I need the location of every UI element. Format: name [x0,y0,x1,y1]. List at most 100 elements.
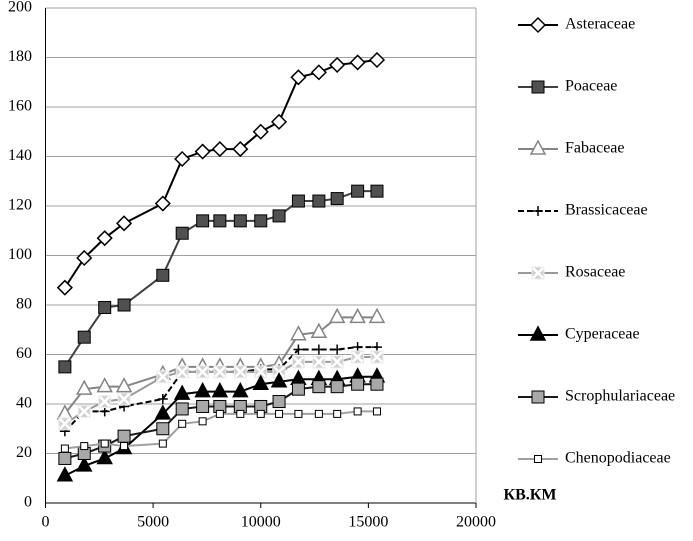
marker-cross [351,351,364,363]
marker [372,407,381,416]
marker-cross [78,405,91,418]
marker [312,380,326,394]
marker [178,419,187,428]
marker [313,344,324,355]
y-tick-label: 40 [16,395,32,412]
marker-cross [98,395,111,408]
marker [75,379,93,395]
legend-label: Cyperaceae [565,326,640,343]
marker [194,143,211,160]
marker [174,150,191,168]
marker [332,344,343,355]
marker [96,230,113,247]
marker [370,377,384,391]
marker [310,64,327,81]
legend-label: Poaceae [565,78,617,95]
marker [60,444,69,453]
marker [56,466,74,482]
series-line [64,316,377,415]
x-tick-label: 15000 [348,514,388,531]
marker [156,422,170,436]
marker [252,123,269,140]
marker [534,455,542,463]
marker [531,80,545,94]
marker [349,307,366,324]
x-axis-label: КВ.КМ [504,487,557,504]
marker [275,409,284,418]
marker [211,141,228,158]
y-tick-label: 0 [24,494,32,511]
y-tick-label: 140 [8,147,32,164]
marker [290,369,307,385]
marker [371,342,382,353]
marker [158,439,167,448]
marker-cross [213,365,226,378]
series-line [64,383,377,460]
legend-label: Scrophulariaceae [565,388,675,405]
marker-cross [176,365,189,378]
marker [529,139,547,155]
marker-cross [292,356,305,368]
marker [351,184,365,198]
x-tick-label: 5000 [137,514,169,531]
marker-cross [371,351,383,363]
marker [531,390,545,404]
marker [310,322,328,338]
marker [232,141,249,158]
marker [294,409,303,418]
marker [175,402,189,416]
y-tick-label: 200 [8,0,32,16]
marker [76,249,93,267]
marker [96,448,113,465]
marker [157,394,168,405]
marker [194,382,211,398]
marker [349,54,366,71]
x-tick-label: 20000 [456,514,496,531]
marker [272,209,286,223]
y-tick-label: 160 [8,98,32,115]
marker-cross [234,365,247,378]
marker-cross [331,356,344,368]
marker [99,406,110,417]
series-line [64,410,377,450]
legend-label: Asteraceae [565,16,635,33]
x-tick-label: 10000 [241,514,281,531]
series-line [64,375,377,477]
marker [293,344,304,355]
marker [270,372,288,388]
marker [312,194,326,208]
marker [98,300,112,314]
marker [252,374,270,390]
marker [368,307,386,324]
legend-label: Rosaceae [565,264,625,281]
x-tick-label: 0 [42,514,50,531]
marker [117,429,131,443]
marker [370,184,384,198]
series-line [64,58,378,289]
marker [236,409,245,418]
marker [120,442,129,451]
series-line [64,346,377,432]
marker [56,279,73,296]
marker [117,298,131,312]
marker [333,409,342,418]
marker [196,214,210,228]
marker-cross [273,365,285,378]
marker [173,384,191,400]
marker [270,113,288,130]
marker [330,192,344,206]
marker [198,417,207,426]
marker [154,404,172,420]
legend-label: Chenopodiaceae [565,450,671,467]
y-tick-label: 180 [8,48,32,65]
marker [215,409,224,418]
marker [352,342,363,353]
legend-label: Fabaceae [565,140,625,157]
marker [58,360,72,374]
marker-cross [312,356,325,368]
marker [291,194,305,208]
marker [116,215,133,232]
legend-label: Brassicaceae [565,202,648,219]
marker [314,409,323,418]
